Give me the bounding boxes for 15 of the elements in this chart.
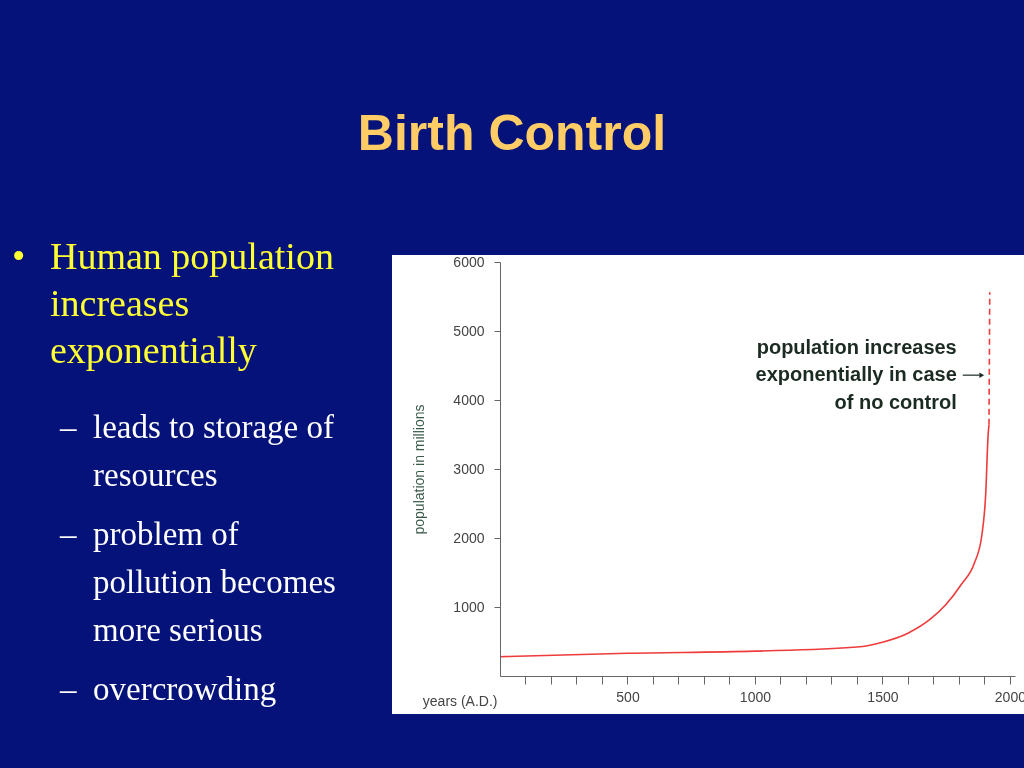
text: • Human population increases exponentially [12,235,334,371]
x-tick-label: 1500 [867,688,899,705]
chart-title: Birth Control [357,105,667,161]
annotation: population increases exponentially in case of no control [755,335,957,413]
y-tick-label: 3000 [453,460,485,477]
x-tick-label: 1000 [739,688,772,705]
y-axis-title: population in millions [411,404,428,535]
text: – overcrowding [59,671,277,707]
x-axis-title: years (A.D.) [422,692,498,709]
y-tick-label: 4000 [453,391,485,408]
y-tick-label: 1000 [453,598,485,615]
y-tick-label: 2000 [453,529,485,546]
y-tick-label: 5000 [453,322,485,339]
x-tick-label: 500 [616,688,640,705]
y-tick-label: 6000 [453,253,485,270]
